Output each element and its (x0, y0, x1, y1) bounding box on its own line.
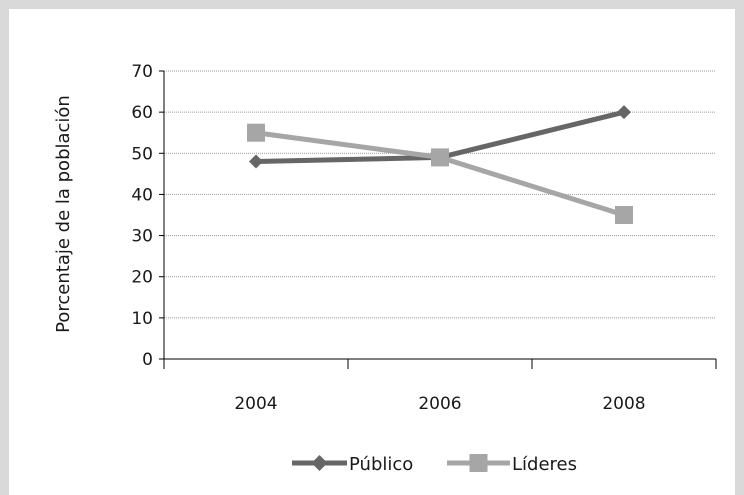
y-tick-label: 70 (131, 62, 153, 82)
y-tick-label: 40 (131, 185, 153, 205)
y-axis-title: Porcentaje de la población (53, 95, 74, 333)
y-tick-label: 50 (131, 144, 153, 164)
chart-frame (9, 9, 735, 495)
data-point (249, 154, 263, 169)
axes: 0 10 20 30 40 50 60 70 2004 2006 2008 (131, 62, 717, 414)
x-tick-label: 2008 (602, 394, 645, 414)
legend-label: Público (349, 454, 413, 475)
legend: Público Líderes (292, 454, 577, 475)
y-tick-label: 10 (131, 309, 153, 329)
series-line-1 (255, 130, 625, 218)
series (247, 105, 633, 224)
data-point (615, 206, 633, 224)
data-point (247, 123, 265, 142)
x-tick-label: 2004 (234, 394, 277, 414)
y-tick-label: 0 (142, 350, 153, 370)
y-tick-label: 20 (131, 268, 153, 288)
gridlines (164, 70, 716, 319)
x-tick-label: 2006 (418, 394, 461, 414)
legend-swatch-marker (469, 454, 488, 472)
y-tick-label: 30 (131, 227, 153, 247)
data-point (431, 148, 449, 167)
y-tick-label: 60 (131, 103, 153, 123)
data-point (617, 105, 631, 120)
legend-label: Líderes (512, 454, 577, 475)
legend-swatch-marker (311, 455, 328, 471)
